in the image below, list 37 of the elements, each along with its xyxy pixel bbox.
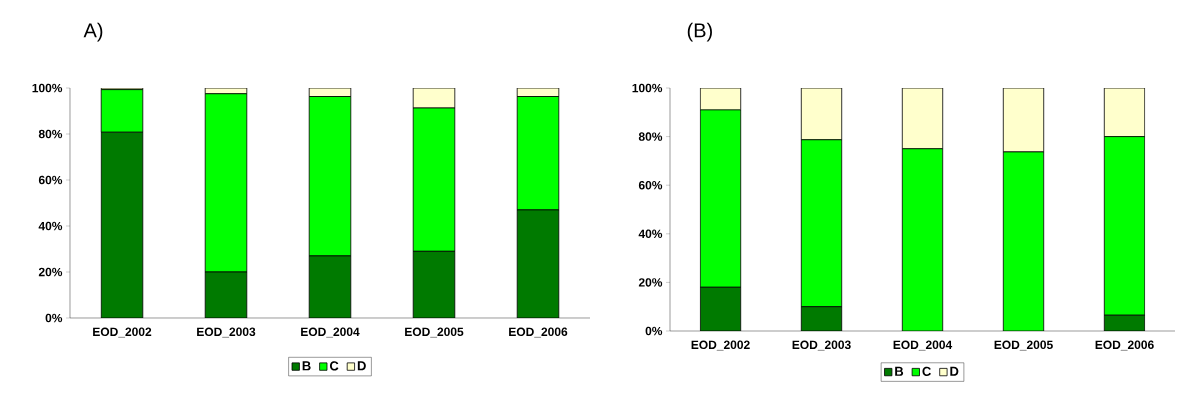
y-tick-label: 0%	[45, 313, 63, 323]
y-tick-label: 100%	[32, 83, 63, 93]
x-tick-label: EOD_2005	[994, 340, 1053, 351]
legend-label: B	[302, 361, 311, 371]
x-tick-label: EOD_2004	[893, 340, 953, 351]
y-tick-label: 80%	[38, 129, 63, 139]
y-tick-label: 60%	[38, 175, 63, 185]
bar	[308, 255, 352, 318]
y-tick-label: 40%	[638, 229, 663, 239]
legend-label: B	[895, 366, 904, 376]
x-tick-label: EOD_2006	[1095, 340, 1154, 351]
bar	[800, 306, 843, 331]
legend-label: D	[950, 366, 959, 376]
bar	[516, 209, 560, 318]
y-tick-label: 60%	[638, 180, 663, 190]
x-tick-label: EOD_2005	[405, 327, 464, 338]
y-tick-label: 20%	[38, 267, 63, 277]
bar	[100, 131, 144, 318]
x-tick-label: EOD_2003	[792, 340, 851, 351]
x-tick-label: EOD_2002	[93, 327, 152, 338]
y-tick-label: 20%	[638, 278, 663, 287]
y-tick-label: 40%	[38, 221, 63, 231]
bar	[699, 286, 742, 331]
x-tick-label: EOD_2004	[301, 327, 360, 338]
legend-label: C	[922, 366, 931, 376]
y-tick-label: 100%	[632, 83, 663, 93]
bar	[412, 250, 456, 318]
x-tick-label: EOD_2002	[691, 340, 750, 351]
legend-label: C	[329, 361, 339, 371]
y-tick-label: 0%	[645, 326, 663, 336]
chart-title: (B)	[687, 22, 712, 42]
x-tick-label: EOD_2003	[197, 327, 256, 338]
y-tick-label: 80%	[638, 132, 663, 141]
legend-label: D	[357, 361, 366, 371]
bar	[204, 271, 248, 318]
chart-title: A)	[83, 22, 103, 42]
x-tick-label: EOD_2006	[509, 327, 568, 338]
